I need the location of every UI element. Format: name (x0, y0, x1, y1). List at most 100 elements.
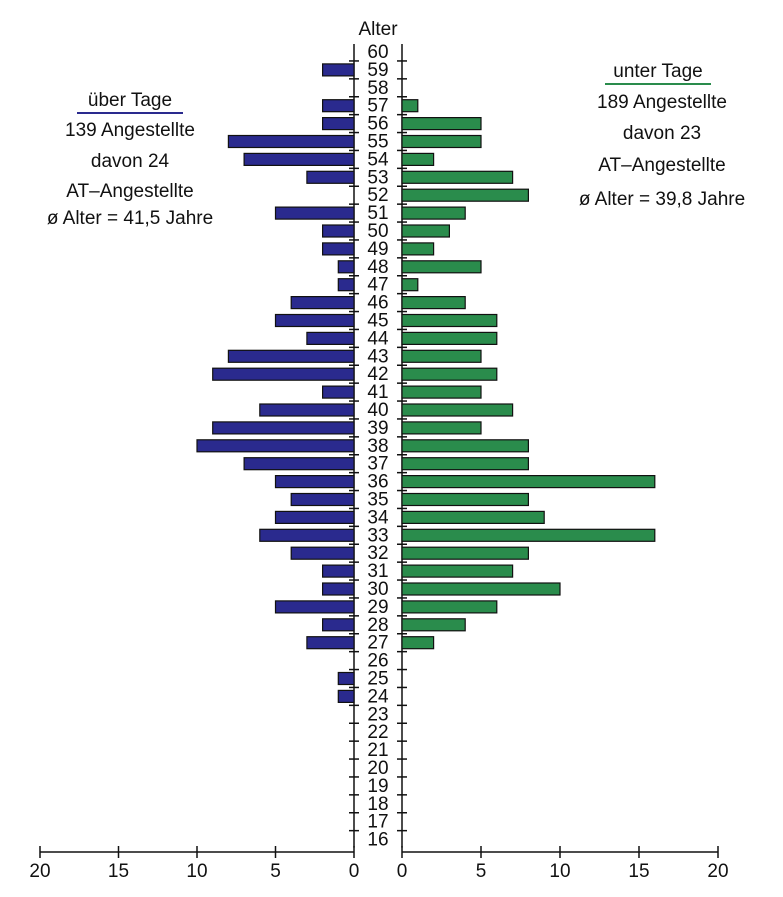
category-label: 52 (367, 185, 388, 206)
category-label: 28 (367, 615, 388, 636)
category-label: 37 (367, 454, 388, 475)
bar (401, 636, 435, 650)
category-label: 32 (367, 543, 388, 564)
x-tick-label: 5 (476, 861, 487, 882)
bar (274, 206, 355, 220)
category-label: 34 (367, 507, 389, 528)
category-label: 19 (367, 776, 388, 797)
bar (290, 546, 355, 560)
bar (306, 331, 355, 345)
axis-title: Alter (358, 19, 398, 40)
bar (401, 582, 561, 596)
bar (401, 99, 419, 113)
x-tick-label: 20 (29, 861, 50, 882)
x-tick-label: 10 (186, 861, 207, 882)
bar (322, 618, 355, 632)
x-tick-label: 20 (707, 861, 728, 882)
category-label: 53 (367, 167, 388, 188)
category-label: 23 (367, 704, 388, 725)
bar (322, 242, 355, 256)
bar (274, 475, 355, 489)
category-label: 31 (367, 561, 388, 582)
legend-label: unter Tage (613, 61, 702, 82)
category-label: 35 (367, 490, 388, 511)
bar (401, 242, 435, 256)
category-label: 46 (367, 293, 388, 314)
category-label: 44 (367, 328, 389, 349)
bar (401, 421, 482, 435)
bar (212, 421, 355, 435)
x-tick-label: 0 (349, 861, 360, 882)
annotation: davon 24 (91, 151, 170, 172)
bar (401, 510, 545, 524)
category-label: 27 (367, 633, 388, 654)
bar (401, 618, 466, 632)
bar (401, 349, 482, 363)
bar (259, 528, 355, 542)
x-tick-label: 5 (270, 861, 281, 882)
bar (322, 63, 355, 77)
bar (401, 278, 419, 292)
bar (401, 546, 530, 560)
category-label: 20 (367, 758, 388, 779)
category-label: 57 (367, 96, 388, 117)
category-label: 36 (367, 472, 388, 493)
bar (401, 475, 656, 489)
category-label: 42 (367, 364, 388, 385)
category-label: 45 (367, 311, 388, 332)
bar (401, 224, 451, 238)
x-tick-label: 15 (628, 861, 649, 882)
category-label: 49 (367, 239, 388, 260)
category-label: 26 (367, 651, 388, 672)
bar (306, 636, 355, 650)
x-tick-label: 10 (549, 861, 570, 882)
x-tick-label: 0 (397, 861, 408, 882)
bar (401, 296, 466, 310)
category-label: 25 (367, 669, 388, 690)
bar (322, 224, 355, 238)
bar (274, 313, 355, 328)
category-label: 58 (367, 78, 388, 99)
bar (196, 439, 355, 453)
bar (227, 349, 355, 363)
category-label: 59 (367, 60, 388, 81)
category-label: 56 (367, 114, 388, 135)
bar (243, 152, 355, 166)
annotation: AT–Angestellte (598, 155, 725, 176)
bar (337, 278, 355, 292)
legend-label: über Tage (88, 90, 172, 111)
bar (290, 492, 355, 507)
category-label: 30 (367, 579, 388, 600)
bar (322, 385, 355, 399)
category-label: 43 (367, 346, 388, 367)
bar (401, 528, 656, 542)
bar (337, 689, 355, 704)
bar (322, 582, 355, 596)
bar (401, 116, 482, 131)
bar (337, 260, 355, 274)
annotation: ø Alter = 39,8 Jahre (579, 189, 745, 210)
bar (274, 600, 355, 614)
bar (401, 152, 435, 166)
category-label: 48 (367, 257, 388, 278)
bar (401, 331, 498, 345)
annotation: AT–Angestellte (66, 181, 193, 202)
bar (322, 116, 355, 131)
category-label: 47 (367, 275, 388, 296)
annotation: 139 Angestellte (65, 120, 195, 141)
category-label: 40 (367, 400, 388, 421)
category-label: 21 (367, 740, 388, 761)
bar (401, 439, 530, 453)
bar (306, 170, 355, 184)
bar (243, 457, 355, 471)
bar (322, 99, 355, 113)
category-label: 24 (367, 686, 389, 707)
annotation: davon 23 (623, 123, 701, 144)
x-tick-label: 15 (108, 861, 129, 882)
category-label: 54 (367, 149, 389, 170)
category-label: 29 (367, 597, 388, 618)
category-label: 55 (367, 132, 388, 153)
bar (401, 600, 498, 614)
category-label: 33 (367, 525, 388, 546)
